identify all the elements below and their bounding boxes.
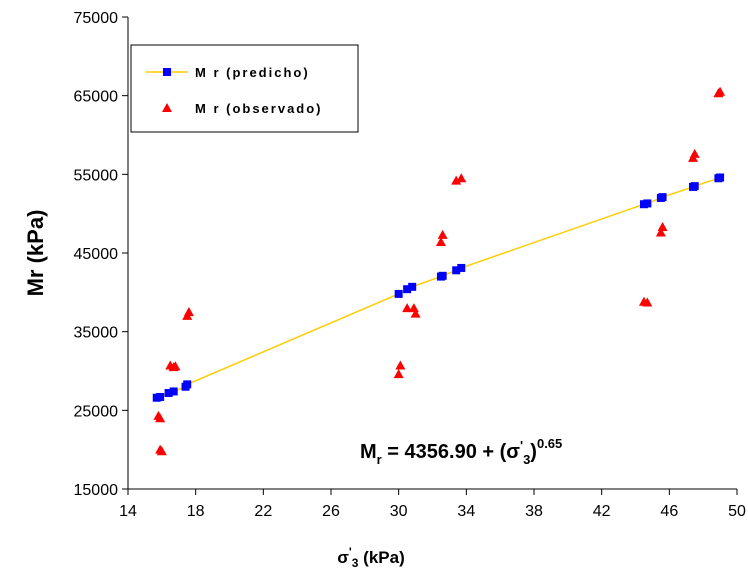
equation-annotation: Mr = 4356.90 + (σ'3)0.65 xyxy=(360,436,562,467)
x-tick-label: 46 xyxy=(660,503,678,520)
legend-label-predicho: M r (predicho) xyxy=(195,65,310,80)
predicho-point xyxy=(716,173,725,182)
observado-point xyxy=(689,148,700,158)
x-tick-label: 18 xyxy=(187,503,205,520)
observado-point xyxy=(435,236,446,246)
x-axis-title-units: (kPa) xyxy=(358,548,404,567)
legend-marker-observado xyxy=(162,103,172,112)
x-axis-title-prime: ' xyxy=(349,545,352,559)
eq-prime: ' xyxy=(520,438,523,453)
predicho-point xyxy=(690,182,699,191)
x-tick-label: 30 xyxy=(390,503,408,520)
predicho-point xyxy=(169,387,178,396)
x-tick-label: 34 xyxy=(457,503,475,520)
observado-point xyxy=(642,297,653,307)
eq-close: ) xyxy=(530,441,537,463)
predicho-point xyxy=(658,193,667,202)
y-tick-label: 75000 xyxy=(74,10,119,27)
x-axis-title-sigma: σ xyxy=(337,548,349,567)
x-tick-label: 26 xyxy=(322,503,340,520)
observado-point xyxy=(170,361,181,371)
observado-point xyxy=(655,227,666,237)
observado-point xyxy=(156,446,167,456)
y-axis-title: Mr (kPa) xyxy=(23,210,48,297)
eq-sup: 0.65 xyxy=(537,436,562,451)
legend-marker-predicho xyxy=(163,68,171,76)
y-tick-label: 15000 xyxy=(74,482,119,499)
observado-point xyxy=(451,175,462,185)
predicho-point xyxy=(408,282,417,291)
predicho-point xyxy=(457,263,466,272)
y-tick-label: 45000 xyxy=(74,246,119,263)
x-tick-label: 14 xyxy=(119,503,137,520)
x-axis-title-sub: 3 xyxy=(352,556,359,570)
observado-point xyxy=(395,360,406,370)
x-tick-label: 42 xyxy=(593,503,611,520)
y-tick-label: 35000 xyxy=(74,325,119,342)
eq-lhs: M xyxy=(360,441,377,463)
predicho-point xyxy=(643,199,652,208)
predicho-point xyxy=(183,380,192,389)
y-tick-label: 65000 xyxy=(74,89,119,106)
legend-box xyxy=(130,44,359,133)
observado-point xyxy=(393,369,404,379)
predicho-point xyxy=(438,271,447,280)
legend-label-observado: M r (observado) xyxy=(195,101,323,116)
series-group xyxy=(152,86,726,456)
predicho-point xyxy=(452,266,461,275)
observado-point xyxy=(408,303,419,313)
predicho-point xyxy=(394,289,403,298)
observado-point xyxy=(456,173,467,183)
y-tick-label: 55000 xyxy=(74,167,119,184)
observado-point xyxy=(155,413,166,423)
observado-point xyxy=(657,222,668,232)
observado-point xyxy=(715,86,726,96)
observado-point xyxy=(183,307,194,316)
observado-point xyxy=(402,303,413,313)
observado-point xyxy=(410,308,421,318)
x-tick-label: 50 xyxy=(728,503,746,520)
legend: M r (predicho) M r (observado) xyxy=(130,44,359,133)
eq-middle: = 4356.90 + (σ xyxy=(382,441,521,463)
predicho-point xyxy=(164,389,173,398)
predicho-point xyxy=(403,285,412,294)
x-axis-title: σ'3 (kPa) xyxy=(337,545,404,570)
predicho-point xyxy=(156,392,165,401)
eq-sub: 3 xyxy=(523,452,530,467)
y-axis-ticks: 15000 25000 35000 45000 55000 65000 75000 xyxy=(74,10,128,499)
y-tick-label: 25000 xyxy=(74,403,119,420)
x-tick-label: 38 xyxy=(525,503,543,520)
x-axis-ticks: 14 18 22 26 30 34 38 42 46 50 xyxy=(119,489,746,520)
observado-point xyxy=(437,229,448,239)
eq-lhs-sub: r xyxy=(377,452,382,467)
x-tick-label: 22 xyxy=(254,503,272,520)
predicho-line xyxy=(156,176,721,399)
